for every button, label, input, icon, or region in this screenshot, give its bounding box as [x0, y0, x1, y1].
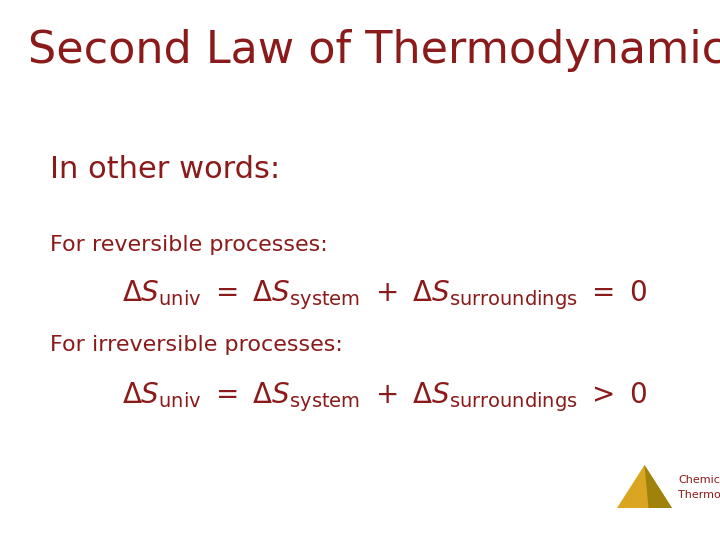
Text: For reversible processes:: For reversible processes:: [50, 235, 328, 255]
Text: Second Law of Thermodynamics: Second Law of Thermodynamics: [28, 29, 720, 71]
Text: $\Delta S_{\mathregular{univ}}\ =\ \Delta S_{\mathregular{system}}\ +\ \Delta S_: $\Delta S_{\mathregular{univ}}\ =\ \Delt…: [122, 380, 648, 414]
Text: Thermodynamics: Thermodynamics: [678, 490, 720, 500]
Polygon shape: [617, 465, 672, 508]
Text: Chemical: Chemical: [678, 475, 720, 485]
Polygon shape: [644, 465, 672, 508]
Text: $\Delta S_{\mathregular{univ}}\ =\ \Delta S_{\mathregular{system}}\ +\ \Delta S_: $\Delta S_{\mathregular{univ}}\ =\ \Delt…: [122, 278, 648, 312]
Text: For irreversible processes:: For irreversible processes:: [50, 335, 343, 355]
Text: In other words:: In other words:: [50, 156, 280, 185]
